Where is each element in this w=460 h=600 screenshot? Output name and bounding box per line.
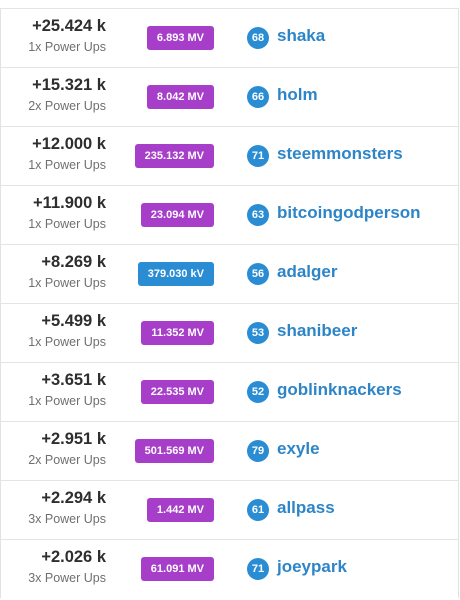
value-badge: 6.893 MV [146, 26, 214, 50]
amount-value: +2.294 k [41, 489, 106, 507]
level-badge: 56 [247, 263, 269, 285]
upvote-list: +25.424 k 1x Power Ups 6.893 MV 68 shaka +15.… [0, 8, 459, 598]
amount-value: +11.900 k [33, 194, 106, 212]
level-badge: 52 [247, 381, 269, 403]
amount-value: +25.424 k [32, 17, 106, 35]
list-item: +11.900 k 1x Power Ups 23.094 MV 63 bitcoing… [1, 185, 458, 244]
level-badge: 63 [247, 204, 269, 226]
power-ups-label: 1x Power Ups [28, 158, 106, 172]
user-name-link[interactable]: steemmonsters [277, 144, 403, 163]
list-item: +12.000 k 1x Power Ups 235.132 MV 71 steemmo… [1, 126, 458, 185]
value-badge: 1.442 MV [146, 498, 214, 522]
user-name-link[interactable]: allpass [277, 498, 335, 517]
amount-value: +15.321 k [32, 76, 106, 94]
power-ups-label: 3x Power Ups [28, 571, 106, 585]
value-badge: 23.094 MV [140, 203, 214, 227]
user-name-link[interactable]: adalger [277, 262, 338, 281]
list-item: +3.651 k 1x Power Ups 22.535 MV 52 goblinkna… [1, 362, 458, 421]
user-name-link[interactable]: shaka [277, 26, 326, 45]
amount-value: +2.026 k [41, 548, 106, 566]
level-badge: 61 [247, 499, 269, 521]
user-name-link[interactable]: joeypark [277, 557, 347, 576]
user-name-link[interactable]: exyle [277, 439, 320, 458]
power-ups-label: 1x Power Ups [28, 335, 106, 349]
power-ups-label: 2x Power Ups [28, 453, 106, 467]
amount-value: +3.651 k [41, 371, 106, 389]
level-badge: 79 [247, 440, 269, 462]
list-item: +2.294 k 3x Power Ups 1.442 MV 61 allpass [1, 480, 458, 539]
power-ups-label: 1x Power Ups [28, 276, 106, 290]
power-ups-label: 3x Power Ups [28, 512, 106, 526]
level-badge: 71 [247, 145, 269, 167]
list-item: +5.499 k 1x Power Ups 11.352 MV 53 shanibeer [1, 303, 458, 362]
level-badge: 71 [247, 558, 269, 580]
list-item: +25.424 k 1x Power Ups 6.893 MV 68 shaka [1, 8, 458, 67]
value-badge: 235.132 MV [134, 144, 214, 168]
value-badge: 379.030 kV [137, 262, 214, 286]
level-badge: 66 [247, 86, 269, 108]
value-badge: 8.042 MV [146, 85, 214, 109]
list-item: +8.269 k 1x Power Ups 379.030 kV 56 adalger [1, 244, 458, 303]
level-badge: 68 [247, 27, 269, 49]
amount-value: +2.951 k [41, 430, 106, 448]
user-name-link[interactable]: bitcoingodperson [277, 203, 421, 222]
power-ups-label: 1x Power Ups [28, 40, 106, 54]
power-ups-label: 1x Power Ups [28, 217, 106, 231]
user-name-link[interactable]: goblinknackers [277, 380, 402, 399]
power-ups-label: 2x Power Ups [28, 99, 106, 113]
amount-value: +5.499 k [41, 312, 106, 330]
amount-value: +12.000 k [32, 135, 106, 153]
list-item: +2.951 k 2x Power Ups 501.569 MV 79 exyle [1, 421, 458, 480]
value-badge: 501.569 MV [134, 439, 214, 463]
value-badge: 11.352 MV [141, 321, 214, 345]
value-badge: 22.535 MV [140, 380, 214, 404]
list-item: +2.026 k 3x Power Ups 61.091 MV 71 joeypark [1, 539, 458, 598]
list-item: +15.321 k 2x Power Ups 8.042 MV 66 holm [1, 67, 458, 126]
user-name-link[interactable]: holm [277, 85, 318, 104]
value-badge: 61.091 MV [140, 557, 214, 581]
level-badge: 53 [247, 322, 269, 344]
power-ups-label: 1x Power Ups [28, 394, 106, 408]
amount-value: +8.269 k [41, 253, 106, 271]
user-name-link[interactable]: shanibeer [277, 321, 358, 340]
